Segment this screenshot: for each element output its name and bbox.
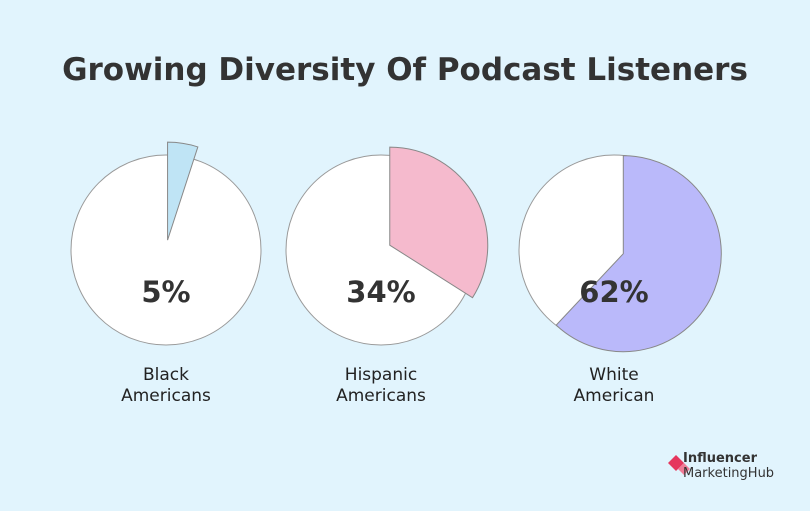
logo-text: MarketingHub — [683, 466, 775, 481]
category-label: White American — [573, 365, 655, 406]
title: Growing Diversity Of Podcast Listeners — [62, 52, 748, 88]
category-label: Black Americans — [121, 365, 211, 406]
category-label: Hispanic Americans — [336, 365, 426, 406]
value-label: 62% — [579, 275, 648, 309]
pie-slice — [555, 155, 722, 353]
logo-text: Influencer — [683, 451, 757, 466]
pie-slice — [389, 146, 489, 299]
value-label: 5% — [141, 275, 190, 309]
value-label: 34% — [346, 275, 415, 309]
logo-icon — [678, 463, 690, 475]
pie-base — [70, 154, 262, 346]
pie-slice — [167, 141, 199, 241]
